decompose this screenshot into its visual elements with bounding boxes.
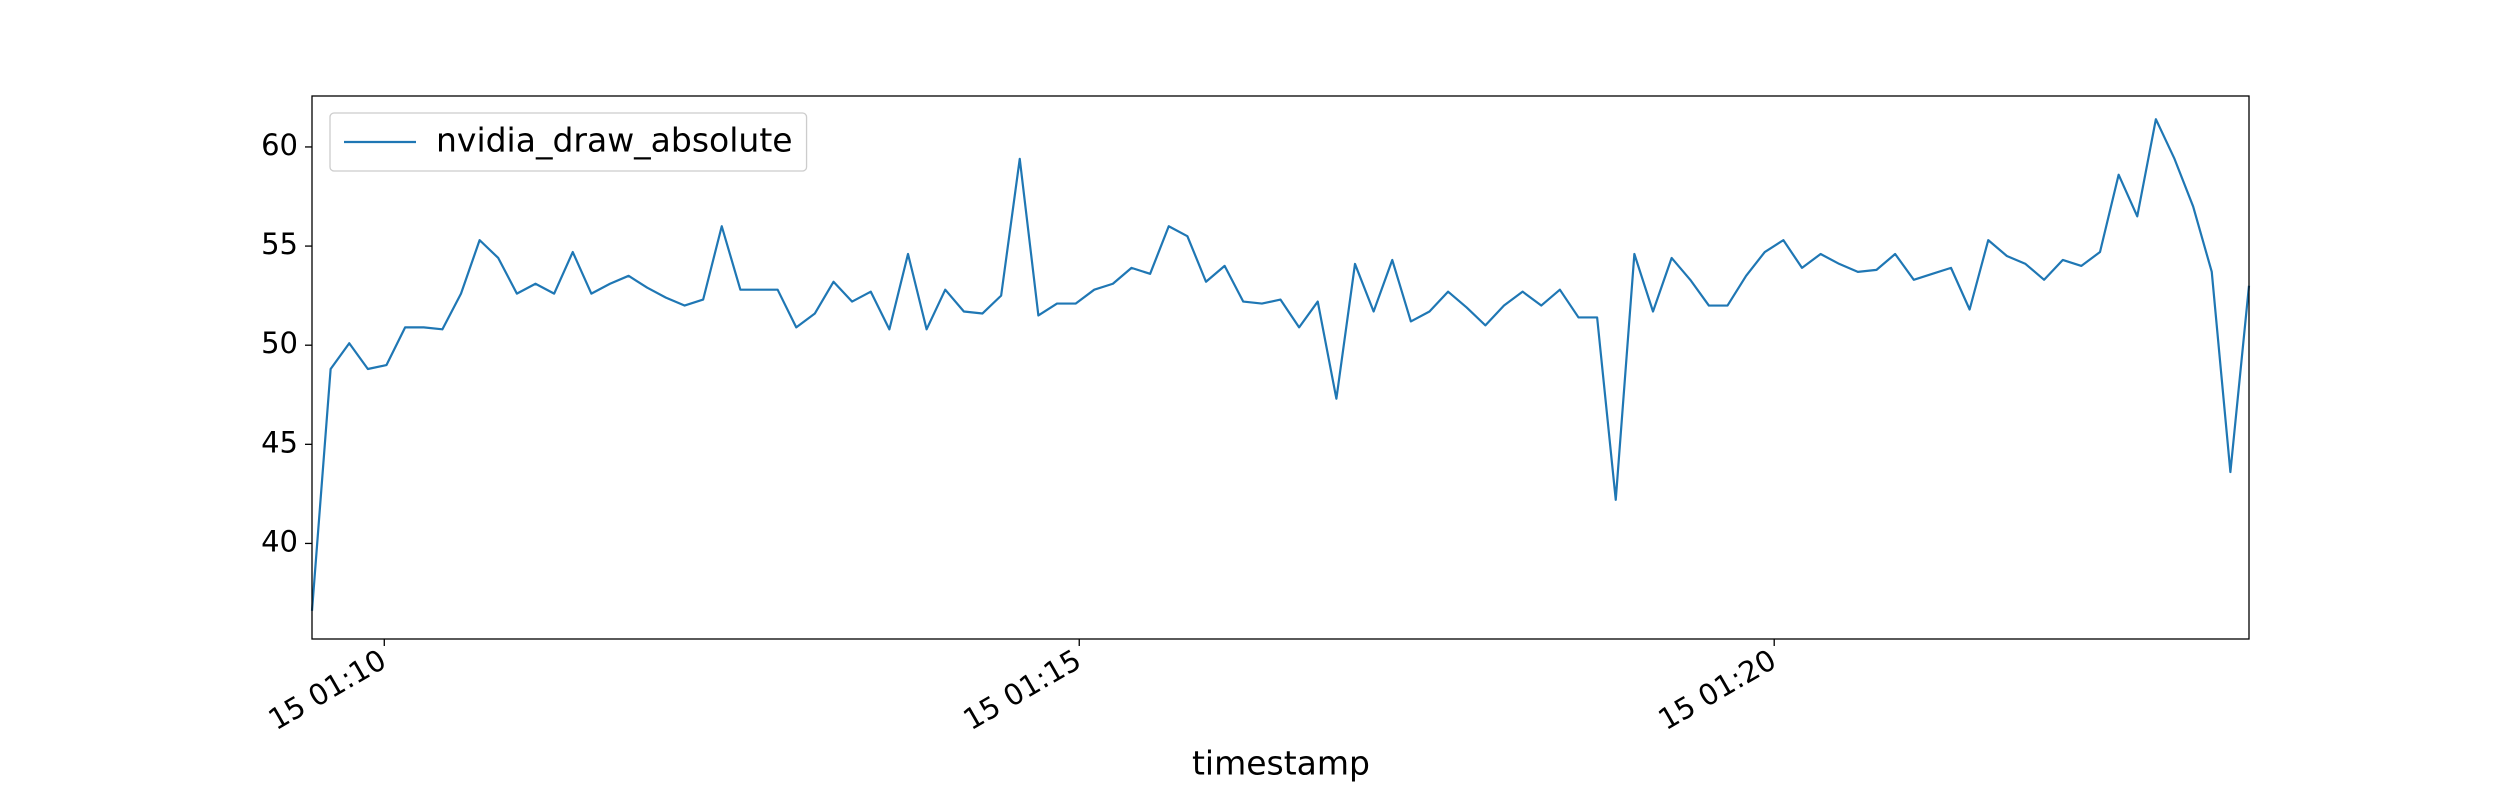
y-tick-label: 60 <box>261 128 298 162</box>
y-tick-label: 55 <box>261 227 298 261</box>
x-tick-label: 15 01:20 <box>1652 643 1781 737</box>
x-axis-label: timestamp <box>1192 744 1370 783</box>
plot-frame <box>311 95 2250 640</box>
legend-label: nvidia_draw_absolute <box>436 121 793 160</box>
y-tick-label: 40 <box>261 524 298 558</box>
line <box>310 118 2251 611</box>
legend-box <box>329 112 808 172</box>
y-tick-label: 50 <box>261 326 298 360</box>
x-tick-label: 15 01:10 <box>262 643 391 737</box>
y-tick-label: 45 <box>261 425 298 459</box>
legend: nvidia_draw_absolute <box>329 112 808 172</box>
x-tick-label: 15 01:15 <box>957 643 1086 737</box>
